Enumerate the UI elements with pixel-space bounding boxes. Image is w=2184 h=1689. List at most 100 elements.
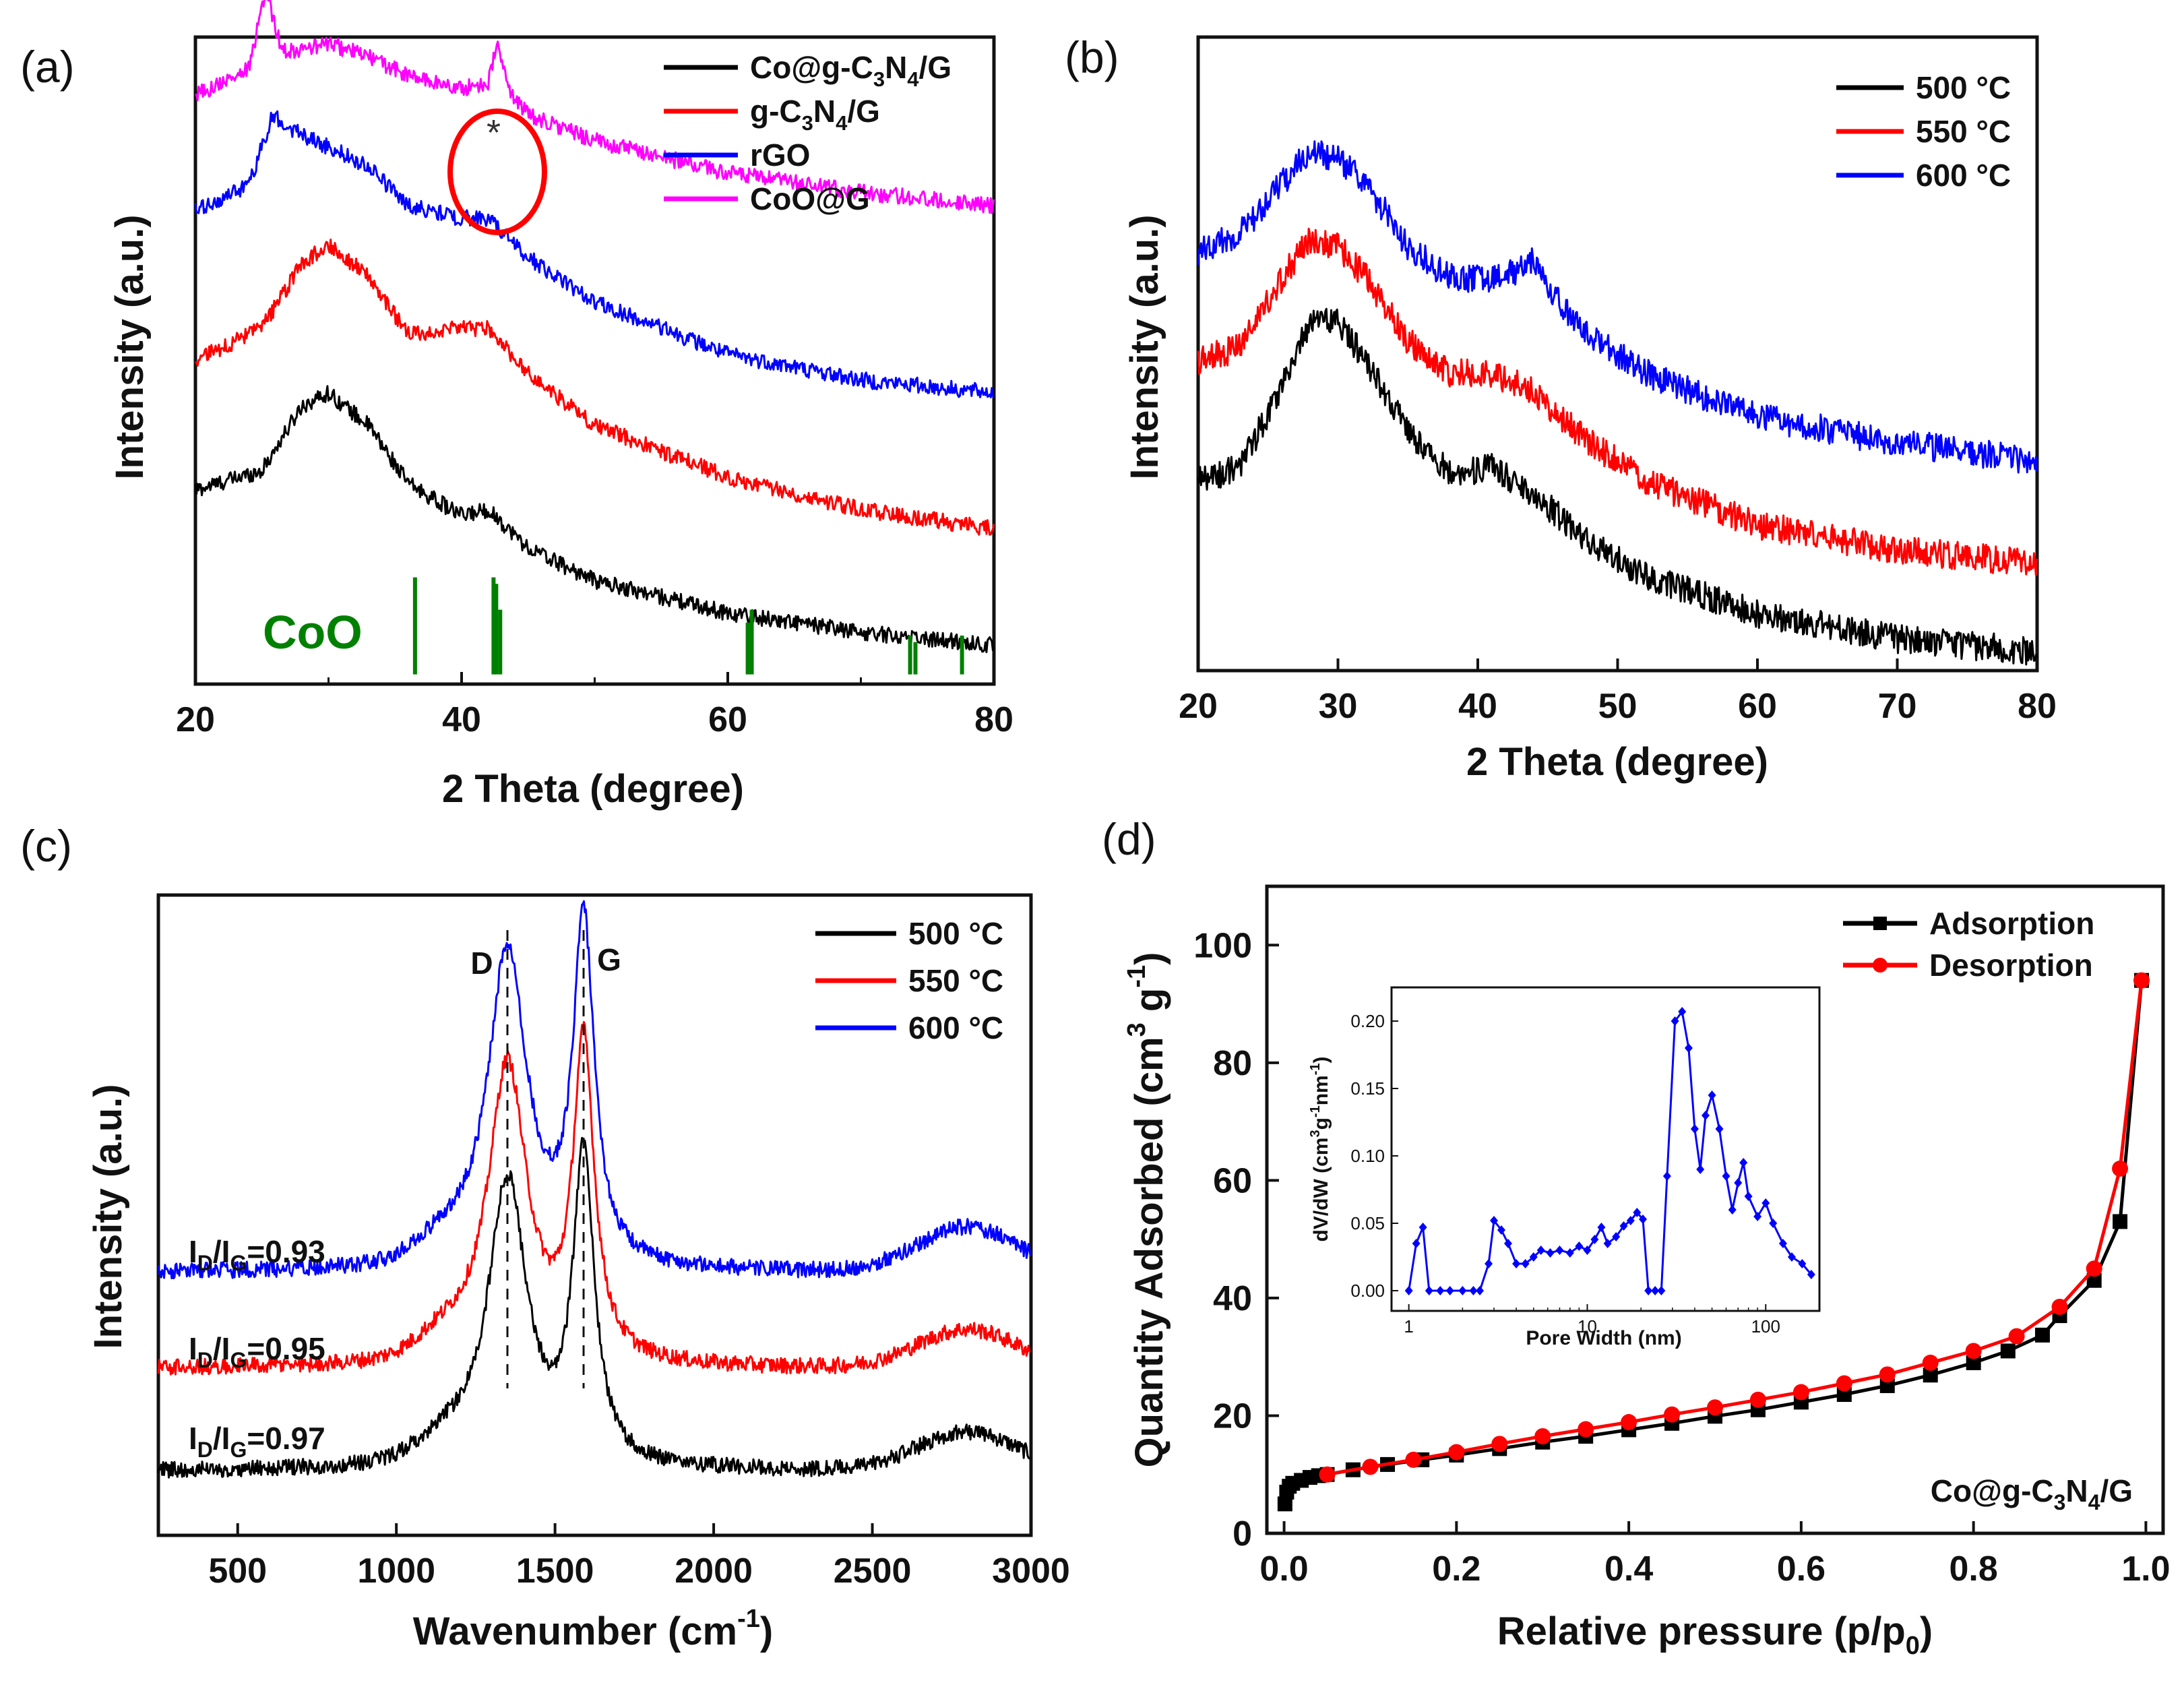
inset-ylabel-part: ) bbox=[1310, 1056, 1332, 1063]
panel-c-ylabel: Intensity (a.u.) bbox=[86, 1084, 130, 1349]
desorption-point bbox=[1749, 1391, 1766, 1408]
inset-data-point bbox=[1612, 1232, 1621, 1241]
desorption-point bbox=[2051, 1299, 2068, 1315]
panel-d-xlabel: Relative pressure (p/p0) bbox=[1497, 1609, 1933, 1660]
desorption-point bbox=[1965, 1343, 1982, 1359]
a-legend-1-text: 3 bbox=[802, 111, 813, 135]
d-ytick-label: 80 bbox=[1213, 1044, 1252, 1083]
c-ratio-part: I bbox=[222, 1331, 230, 1366]
c-ratio-part: G bbox=[230, 1251, 247, 1275]
a-legend-0-text: /G bbox=[919, 50, 952, 85]
panel-a-label: (a) bbox=[20, 42, 75, 92]
inset-ylabel-part: g bbox=[1310, 1117, 1332, 1130]
desorption-point bbox=[1707, 1399, 1723, 1416]
c-legend-0: 500 °C bbox=[815, 916, 1003, 951]
inset-data-point bbox=[1476, 1286, 1485, 1295]
d-legend-0-marker bbox=[1873, 917, 1887, 930]
b-legend-1: 550 °C bbox=[1836, 114, 2011, 149]
inset-data-point bbox=[1753, 1212, 1762, 1221]
inset-data-point bbox=[1490, 1216, 1499, 1225]
c-peak-label-D: D bbox=[470, 946, 493, 981]
c-xtick-label: 1500 bbox=[516, 1552, 594, 1591]
c-ratio-part: I bbox=[222, 1234, 230, 1269]
c-legend-1-text: 550 °C bbox=[908, 963, 1003, 998]
a-legend-3: CoO@G bbox=[664, 181, 870, 216]
a-series-0 bbox=[194, 385, 995, 654]
c-xtick-label: 2000 bbox=[675, 1552, 753, 1591]
inset-data-point bbox=[1485, 1259, 1493, 1268]
desorption-point bbox=[1578, 1421, 1594, 1438]
panel-c-xlabel: Wavenumber (cm-1) bbox=[413, 1605, 773, 1653]
inset-data-point bbox=[1807, 1270, 1815, 1279]
c-series-0 bbox=[157, 1136, 1031, 1479]
panel-b-legend: 500 °C 550 °C 600 °C bbox=[1836, 70, 2011, 193]
a-legend-1-label: g-C3N4/G bbox=[750, 94, 880, 135]
b-series-0 bbox=[1197, 307, 2038, 666]
panel-b-label: (b) bbox=[1065, 32, 1119, 82]
c-legend-1-label: 550 °C bbox=[908, 963, 1003, 998]
desorption-point bbox=[1319, 1466, 1336, 1483]
inset-xtick-label: 10 bbox=[1578, 1316, 1597, 1337]
c-ratio-part: I bbox=[189, 1234, 197, 1269]
panel-b: (b) 20 30 40 50 60 70 80 500 °C 550 °C 600 °C 2 … bbox=[1065, 32, 2057, 784]
inset-ytick-label: 0.05 bbox=[1350, 1213, 1385, 1233]
d-ytick-label: 20 bbox=[1213, 1396, 1252, 1436]
c-ratio-part: G bbox=[230, 1348, 247, 1372]
adsorption-point bbox=[1879, 1378, 1895, 1393]
desorption-point bbox=[1405, 1451, 1422, 1468]
inset-xtick-label: 100 bbox=[1751, 1316, 1780, 1337]
c-ratio-part: / bbox=[213, 1331, 222, 1366]
d-legend-0: Adsorption bbox=[1843, 906, 2094, 941]
panel-a-xticks: 20 40 60 80 bbox=[176, 672, 1013, 739]
a-legend-1-text: g-C bbox=[750, 94, 802, 129]
asterisk-annotation: * bbox=[487, 113, 501, 153]
panel-b-curves bbox=[1197, 140, 2038, 666]
b-legend-0-text: 500 °C bbox=[1916, 70, 2011, 105]
c-legend-0-label: 500 °C bbox=[908, 916, 1003, 951]
a-legend-1-text: 4 bbox=[836, 111, 848, 135]
inset-data-point bbox=[1445, 1286, 1454, 1295]
inset-data-point bbox=[1769, 1219, 1778, 1228]
inset-xlabel: Pore Width (nm) bbox=[1526, 1327, 1681, 1349]
inset-data-point bbox=[1536, 1246, 1545, 1255]
c-ratio-part: =0.97 bbox=[247, 1421, 325, 1456]
inset-data-point bbox=[1626, 1216, 1635, 1225]
b-xtick-label: 20 bbox=[1179, 687, 1218, 726]
d-legend-0-label: Adsorption bbox=[1929, 906, 2094, 941]
inset-data-point bbox=[1701, 1111, 1710, 1120]
panel-a: (a) 20 40 60 80 CoO * Co@g-C3N4/Gg-C3N4/GrG… bbox=[20, 0, 1013, 811]
desorption-point bbox=[1922, 1354, 1939, 1371]
panel-d-label: (d) bbox=[1102, 814, 1156, 864]
inset-data-point bbox=[1603, 1239, 1612, 1248]
panel-c-xlabel-sup: -1 bbox=[737, 1605, 760, 1633]
desorption-point bbox=[1664, 1406, 1681, 1423]
inset-ylabel-part: nm bbox=[1310, 1075, 1332, 1105]
inset-data-point bbox=[1671, 1016, 1679, 1026]
a-legend-0: Co@g-C3N4/G bbox=[664, 50, 951, 91]
inset-data-point bbox=[1684, 1043, 1693, 1053]
adsorption-point bbox=[2000, 1343, 2016, 1359]
inset-data-point bbox=[1418, 1223, 1427, 1232]
inset-data-point bbox=[1728, 1205, 1737, 1215]
sample-label-sub: 3 bbox=[2054, 1490, 2066, 1514]
inset-data-point bbox=[1708, 1091, 1716, 1100]
panel-d-ylabel-sup: -1 bbox=[1123, 965, 1151, 988]
c-ratio-part: I bbox=[189, 1421, 197, 1456]
desorption-point bbox=[2133, 972, 2150, 989]
panel-d-xlabel-sub: 0 bbox=[1906, 1632, 1920, 1660]
d-xtick-label: 0.6 bbox=[1777, 1549, 1826, 1589]
b-legend-1-text: 550 °C bbox=[1916, 114, 2011, 149]
panel-d-curves bbox=[1277, 972, 2150, 1512]
inset-data-point bbox=[1696, 1165, 1705, 1174]
inset-data-point bbox=[1639, 1215, 1648, 1224]
inset-data-point bbox=[1565, 1248, 1574, 1258]
d-xtick-label: 0.4 bbox=[1604, 1549, 1653, 1589]
d-legend-1: Desorption bbox=[1843, 948, 2093, 983]
b-xtick-label: 30 bbox=[1319, 687, 1358, 726]
c-ratio-part: =0.95 bbox=[247, 1331, 325, 1366]
d-legend-1-marker bbox=[1873, 958, 1887, 973]
inset-ylabel-sup: -1 bbox=[1308, 1063, 1323, 1075]
c-ratio-0: ID/IG=0.93 bbox=[189, 1234, 325, 1275]
panel-a-xlabel: 2 Theta (degree) bbox=[442, 767, 744, 811]
b-legend-2-text: 600 °C bbox=[1916, 158, 2011, 193]
